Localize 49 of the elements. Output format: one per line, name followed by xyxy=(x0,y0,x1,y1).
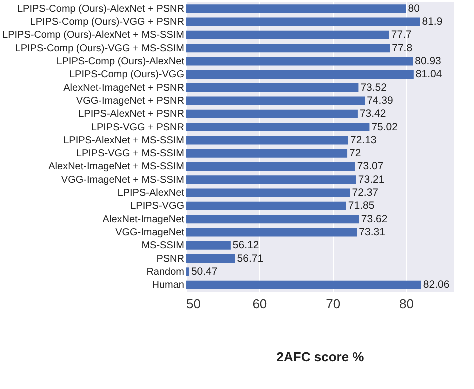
y-tick-label: LPIPS-Comp (Ours)-VGG + PSNR xyxy=(30,17,184,28)
data-label: 73.07 xyxy=(357,160,384,173)
data-label: 81.9 xyxy=(422,16,443,28)
y-tick-label: LPIPS-VGG + MS-SSIM xyxy=(76,148,184,160)
x-tick-label: 50 xyxy=(186,296,201,312)
data-label: 81.04 xyxy=(416,68,442,81)
y-tick-label: VGG-ImageNet xyxy=(116,227,185,238)
y-tick-label: LPIPS-Comp (Ours)-AlexNet + MS-SSIM xyxy=(2,30,184,42)
y-tick-label: VGG-ImageNet + MS-SSIM xyxy=(61,174,184,186)
data-label: 73.42 xyxy=(360,108,386,120)
x-tick-label: 80 xyxy=(400,296,414,312)
y-tick-label: LPIPS-Comp (Ours)-VGG xyxy=(69,70,185,81)
data-label: 75.02 xyxy=(372,121,398,134)
y-tick-label: LPIPS-Comp (Ours)-AlexNet xyxy=(56,56,185,68)
data-label: 77.7 xyxy=(391,29,412,42)
data-label: 56.71 xyxy=(237,252,264,265)
data-label: 80.93 xyxy=(415,56,442,68)
y-tick-label: AlexNet-ImageNet + PSNR xyxy=(64,82,184,94)
data-label: 50.47 xyxy=(191,266,218,278)
data-label: 72.13 xyxy=(350,134,377,146)
x-tick-label: 60 xyxy=(252,296,268,312)
data-label: 74.39 xyxy=(367,94,394,107)
data-label: 56.12 xyxy=(232,240,260,252)
data-label: 82.06 xyxy=(423,279,450,292)
data-label: 71.85 xyxy=(348,200,375,212)
y-tick-label: PSNR xyxy=(156,254,184,265)
y-tick-label: LPIPS-AlexNet + MS-SSIM xyxy=(64,135,184,146)
data-label: 73.52 xyxy=(360,82,388,94)
x-axis-title: 2AFC score % xyxy=(276,350,365,364)
y-tick-label: LPIPS-VGG + PSNR xyxy=(91,122,184,134)
y-tick-label: LPIPS-Comp (Ours)-AlexNet + PSNR xyxy=(18,4,184,15)
data-label: 72 xyxy=(350,148,362,160)
y-tick-label: LPIPS-Comp (Ours)-VGG + MS-SSIM xyxy=(15,43,184,54)
y-tick-label: LPIPS-AlexNet xyxy=(118,188,185,200)
data-label: 72.37 xyxy=(352,187,379,200)
y-tick-label: LPIPS-AlexNet + PSNR xyxy=(78,109,184,120)
y-tick-label: AlexNet-ImageNet xyxy=(102,214,185,226)
data-label: 80 xyxy=(408,2,420,15)
data-label: 77.8 xyxy=(392,42,413,54)
data-label: 73.62 xyxy=(361,213,388,226)
data-label: 73.31 xyxy=(359,226,386,238)
y-tick-label: VGG-ImageNet + PSNR xyxy=(76,96,184,107)
y-tick-label: Human xyxy=(152,280,184,292)
y-tick-label: LPIPS-VGG xyxy=(130,201,185,212)
y-tick-label: Random xyxy=(146,266,184,278)
data-label: 73.21 xyxy=(358,174,385,186)
y-tick-label: MS-SSIM xyxy=(142,240,184,252)
x-tick-label: 70 xyxy=(326,296,341,312)
y-tick-label: AlexNet-ImageNet + MS-SSIM xyxy=(48,162,184,173)
